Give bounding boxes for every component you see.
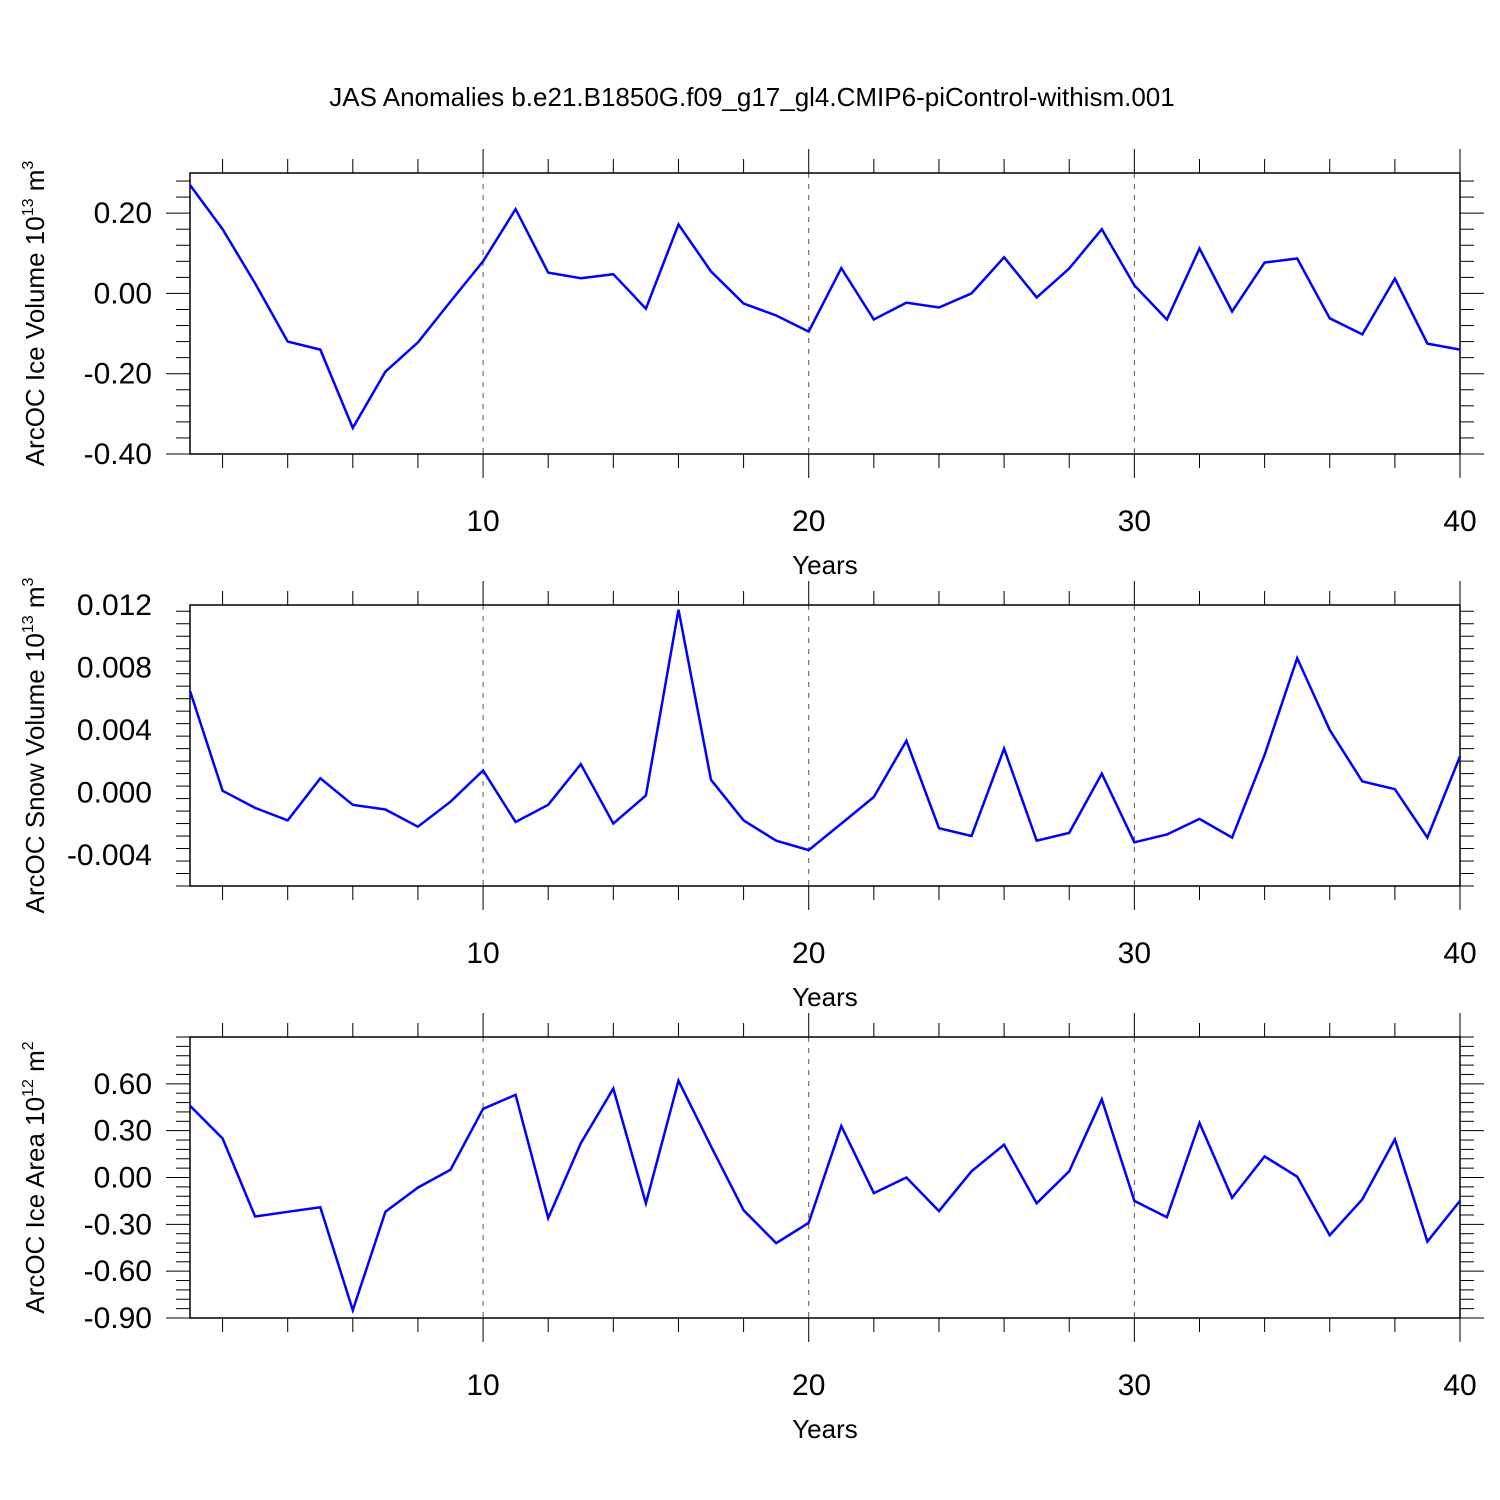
y-tick-label: -0.004 xyxy=(67,839,152,872)
series-line xyxy=(189,1077,1461,1315)
x-tick-label: 20 xyxy=(792,937,825,970)
x-axis-label: Years xyxy=(792,1414,858,1444)
y-tick-label: 0.000 xyxy=(77,776,152,809)
y-tick-label: 0.008 xyxy=(77,651,152,684)
y-tick-label: -0.20 xyxy=(84,358,152,391)
series-line xyxy=(188,609,1462,852)
y-tick-label: -0.60 xyxy=(84,1255,152,1288)
x-tick-label: 40 xyxy=(1443,505,1476,538)
x-tick-label: 10 xyxy=(466,505,499,538)
series-line xyxy=(188,184,1461,431)
plot-frame xyxy=(189,1036,1461,1319)
y-tick-label: 0.00 xyxy=(94,277,152,310)
chart-panel-3: -0.90 -0.60 -0.30 0.00 0.30 0.60 10 20 30 40 Years… xyxy=(20,1013,1484,1444)
y-tick-label: -0.30 xyxy=(84,1208,152,1241)
x-tick-label: 10 xyxy=(466,1369,499,1402)
x-tick-label: 30 xyxy=(1118,937,1151,970)
y-tick-label: 0.60 xyxy=(94,1068,152,1101)
x-tick-label: 20 xyxy=(792,1369,825,1402)
plot-frame xyxy=(189,604,1461,887)
y-axis-label: ArcOC Ice Area 1012 m2 xyxy=(20,1041,50,1313)
y-tick-label: -0.40 xyxy=(84,438,152,471)
x-tick-label: 10 xyxy=(466,937,499,970)
x-tick-label: 30 xyxy=(1118,505,1151,538)
y-axis-label: ArcOC Ice Volume 1013 m3 xyxy=(20,161,50,467)
x-axis-label: Years xyxy=(792,550,858,580)
y-tick-label: 0.012 xyxy=(77,589,152,622)
chart-panel-2: -0.004 0.000 0.004 0.008 0.012 10 20 30 40 Years A… xyxy=(20,577,1477,1012)
x-tick-label: 40 xyxy=(1443,1369,1476,1402)
y-tick-label: -0.90 xyxy=(84,1302,152,1335)
y-tick-label: 0.00 xyxy=(94,1162,152,1195)
panels: -0.40 -0.20 0.00 0.20 10 20 30 40 Years ArcOC Ice… xyxy=(20,149,1484,1444)
chart-panel-1: -0.40 -0.20 0.00 0.20 10 20 30 40 Years ArcOC Ice… xyxy=(20,149,1484,580)
x-axis-label: Years xyxy=(792,982,858,1012)
y-tick-label: 0.30 xyxy=(94,1115,152,1148)
plot-frame xyxy=(189,172,1461,455)
x-tick-label: 40 xyxy=(1443,937,1476,970)
y-tick-label: 0.004 xyxy=(77,714,152,747)
y-axis-label: ArcOC Snow Volume 1013 m3 xyxy=(20,577,50,913)
y-tick-label: 0.20 xyxy=(94,197,152,230)
figure-title: JAS Anomalies b.e21.B1850G.f09_g17_gl4.C… xyxy=(329,82,1174,112)
x-tick-label: 30 xyxy=(1118,1369,1151,1402)
x-tick-label: 20 xyxy=(792,505,825,538)
